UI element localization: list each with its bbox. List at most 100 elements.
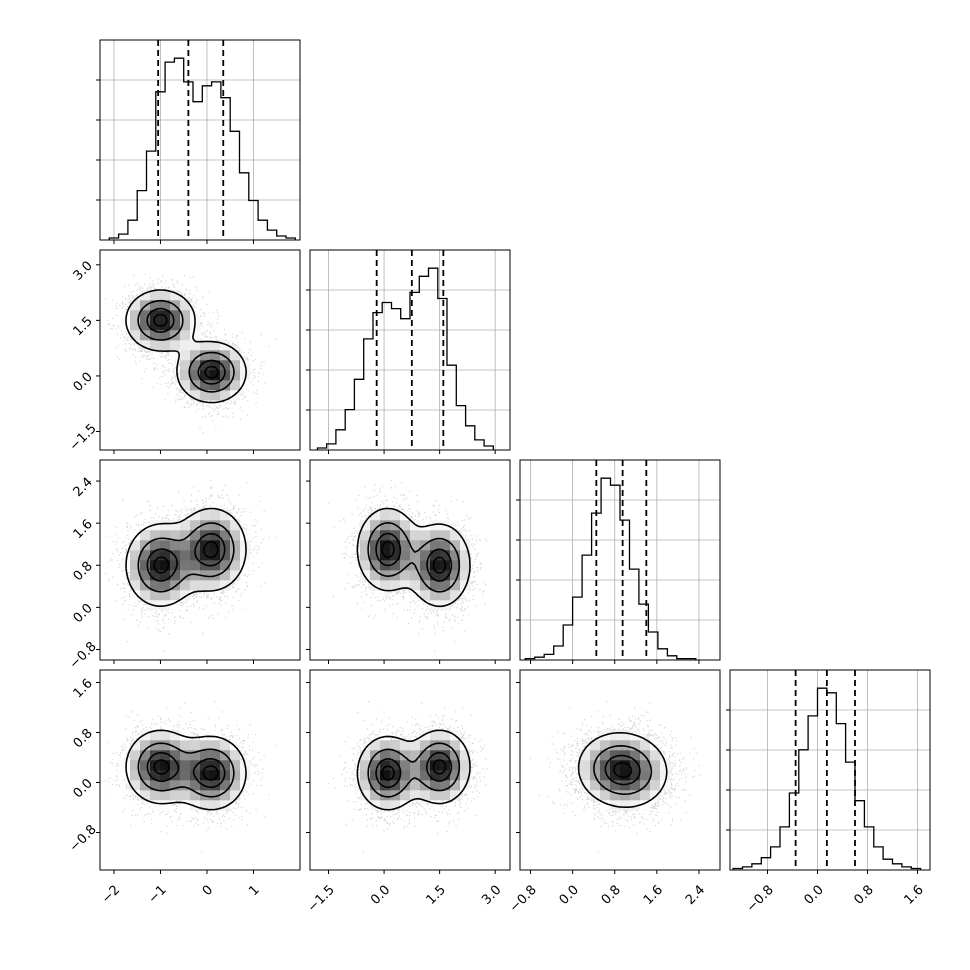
density-bin xyxy=(400,740,411,751)
density-bin xyxy=(240,770,251,781)
contour-line xyxy=(381,759,447,781)
density-bin xyxy=(170,520,181,531)
density-bin xyxy=(140,550,151,561)
density-bin xyxy=(130,330,141,341)
density-bin xyxy=(140,750,151,761)
density-bin xyxy=(160,550,171,561)
density-bin xyxy=(400,800,411,811)
density-bin xyxy=(230,350,241,361)
density-bin xyxy=(180,730,191,741)
density-bin xyxy=(180,780,191,791)
density-bin xyxy=(640,800,651,811)
density-bin xyxy=(200,770,211,781)
density-bin xyxy=(180,540,191,551)
density-bin xyxy=(660,780,671,791)
panel-frame xyxy=(99,249,301,451)
contour-line xyxy=(137,522,235,593)
density-bin xyxy=(400,520,411,531)
density-bin xyxy=(200,550,211,561)
density-bin xyxy=(460,560,471,571)
density-bin xyxy=(460,770,471,781)
density-bin xyxy=(370,770,381,781)
density-bin xyxy=(650,750,661,761)
density-bin xyxy=(180,760,191,771)
y-tick-label: −0.8 xyxy=(67,822,100,855)
density-bin xyxy=(180,300,191,311)
density-bin xyxy=(460,540,471,551)
density-bin xyxy=(160,750,171,761)
x-tick-label: 1 xyxy=(246,883,262,899)
density-bin xyxy=(420,770,431,781)
density-bin xyxy=(370,510,381,521)
density-bin xyxy=(180,560,191,571)
density-bin xyxy=(200,790,211,801)
density-bin xyxy=(230,750,241,761)
density-bin xyxy=(200,360,211,371)
density-bin xyxy=(220,540,231,551)
density-bin xyxy=(400,790,411,801)
panel-frame xyxy=(519,459,721,661)
density-bin xyxy=(620,760,631,771)
density-bin xyxy=(190,340,201,351)
density-bin xyxy=(450,760,461,771)
density-bin xyxy=(590,740,601,751)
density-bin xyxy=(150,340,161,351)
density-bin xyxy=(210,760,221,771)
density-bin xyxy=(210,350,221,361)
density-bin xyxy=(190,770,201,781)
density-bin xyxy=(450,780,461,791)
density-bin xyxy=(450,770,461,781)
density-bin xyxy=(650,760,661,771)
density-bin xyxy=(410,790,421,801)
density-bin xyxy=(580,750,591,761)
density-bin xyxy=(170,540,181,551)
density-bin xyxy=(160,290,171,301)
contour-line xyxy=(381,540,447,574)
density-bin xyxy=(630,760,641,771)
density-bin xyxy=(170,590,181,601)
density-bin xyxy=(640,770,651,781)
contour-line xyxy=(356,729,471,811)
density-bin xyxy=(620,740,631,751)
density-bin xyxy=(420,530,431,541)
density-bin xyxy=(450,550,461,561)
density-bin xyxy=(220,390,231,401)
panel-background xyxy=(730,670,930,870)
density-bin xyxy=(170,750,181,761)
y-tick-label: 2.4 xyxy=(71,475,96,500)
density-bin xyxy=(590,750,601,761)
density-bin xyxy=(390,740,401,751)
density-bin xyxy=(410,540,421,551)
density-bin xyxy=(460,570,471,581)
density-bin xyxy=(180,800,191,811)
density-bin xyxy=(220,530,231,541)
density-bin xyxy=(230,570,241,581)
density-bin xyxy=(410,770,421,781)
density-bin xyxy=(160,560,171,571)
density-bin xyxy=(640,740,651,751)
density-bin xyxy=(390,540,401,551)
contour-line xyxy=(593,745,653,795)
density-bin xyxy=(450,750,461,761)
density-bin xyxy=(370,740,381,751)
density-bin xyxy=(370,800,381,811)
scatter-panel-3-1 xyxy=(306,669,511,874)
x-tick-label: 0.8 xyxy=(599,883,624,908)
density-bin xyxy=(190,580,201,591)
density-bin xyxy=(430,520,441,531)
density-bin xyxy=(630,780,641,791)
density-bin xyxy=(160,760,171,771)
histogram-step xyxy=(108,57,296,240)
density-bin xyxy=(620,790,631,801)
density-bin xyxy=(150,800,161,811)
density-bin xyxy=(380,750,391,761)
x-tick-label: 1.6 xyxy=(902,883,927,908)
density-bin xyxy=(370,780,381,791)
density-bin xyxy=(230,780,241,791)
density-bin xyxy=(150,770,161,781)
histogram-step xyxy=(524,477,697,660)
density-bin xyxy=(430,550,441,561)
density-bin xyxy=(430,540,441,551)
contour-line xyxy=(125,507,247,607)
